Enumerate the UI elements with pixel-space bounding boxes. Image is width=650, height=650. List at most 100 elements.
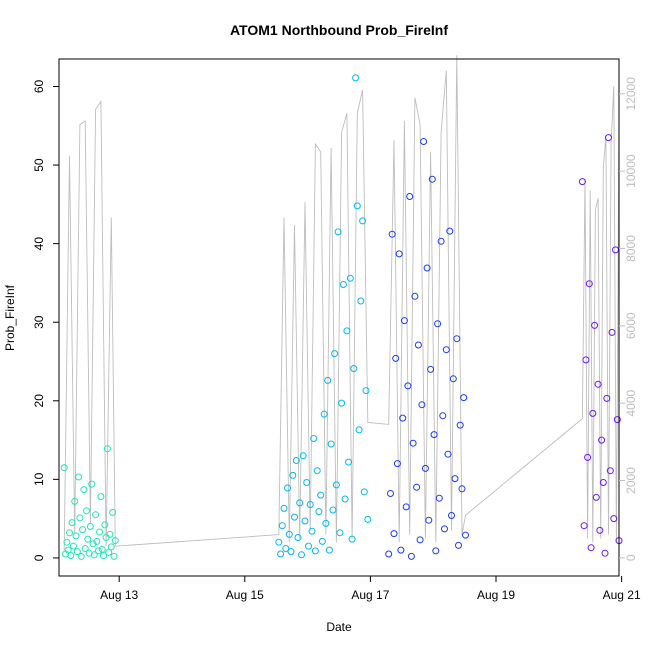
- scatter-point: [427, 365, 435, 373]
- scatter-point: [400, 317, 408, 325]
- scatter-point: [84, 535, 92, 543]
- scatter-point: [324, 376, 332, 384]
- scatter-point: [402, 503, 410, 511]
- scatter-point: [606, 467, 614, 475]
- scatter-point: [69, 542, 77, 550]
- scatter-point: [109, 508, 117, 516]
- scatter-point: [68, 519, 76, 527]
- y-right-tick-label: 8000: [624, 235, 638, 262]
- scatter-point: [449, 375, 457, 383]
- y-right-tick-label: 2000: [624, 467, 638, 494]
- scatter-point: [103, 445, 111, 453]
- scatter-point: [390, 530, 398, 538]
- scatter-point: [98, 545, 106, 553]
- scatter-point: [446, 227, 454, 235]
- scatter-point: [418, 401, 426, 409]
- scatter-point: [439, 412, 447, 420]
- scatter-point: [111, 537, 119, 545]
- scatter-point: [79, 526, 87, 534]
- scatter-point: [93, 537, 101, 545]
- x-tick-label: Aug 13: [100, 588, 138, 602]
- scatter-point: [291, 513, 298, 521]
- scatter-point: [352, 74, 360, 82]
- scatter-point: [92, 511, 100, 519]
- scatter-point: [442, 346, 450, 354]
- scatter-point: [345, 458, 353, 466]
- y-left-tick-label: 50: [32, 158, 46, 172]
- plot-area: [60, 55, 623, 560]
- scatter-point: [407, 552, 415, 560]
- scatter-point: [63, 538, 71, 546]
- y-left-tick-label: 20: [32, 394, 46, 408]
- scatter-point: [320, 410, 328, 418]
- scatter-point: [393, 460, 401, 468]
- scatter-point: [462, 531, 469, 539]
- scatter-point: [413, 483, 421, 491]
- scatter-point: [325, 546, 333, 554]
- scatter-point: [435, 494, 443, 502]
- scatter-point: [66, 529, 73, 537]
- x-axis-label: Date: [326, 620, 352, 634]
- scatter-point: [432, 547, 440, 555]
- scatter-point: [578, 178, 586, 186]
- scatter-point: [414, 341, 422, 349]
- scatter-point: [362, 387, 370, 395]
- scatter-point: [395, 250, 403, 258]
- scatter-point: [322, 519, 330, 527]
- scatter-point: [317, 491, 325, 499]
- scatter-point: [397, 546, 405, 554]
- scatter-point: [303, 479, 311, 486]
- y-right-tick-label: 4000: [624, 389, 638, 416]
- scatter-point: [107, 543, 115, 551]
- scatter-point: [348, 535, 356, 543]
- x-tick-label: Aug 15: [226, 588, 264, 602]
- x-axis: Aug 13 Aug 15 Aug 17 Aug 19 Aug 21: [100, 576, 641, 602]
- scatter-point: [60, 464, 68, 472]
- scatter-point: [603, 394, 611, 402]
- scatter-point: [101, 521, 109, 529]
- plot-frame: [58, 58, 620, 577]
- scatter-point: [110, 552, 118, 560]
- scatter-point: [420, 138, 428, 145]
- scatter-point: [364, 515, 372, 523]
- scatter-point: [608, 328, 616, 336]
- series-1: [60, 445, 119, 560]
- scatter-point: [451, 475, 459, 483]
- scatter-point: [411, 292, 419, 300]
- scatter-point: [456, 421, 464, 429]
- scatter-point: [329, 506, 337, 514]
- scatter-point: [294, 534, 302, 541]
- scatter-point: [353, 202, 361, 210]
- scatter-point: [610, 515, 618, 523]
- scatter-point: [605, 134, 612, 142]
- x-tick-label: Aug 21: [603, 588, 641, 602]
- scatter-point: [612, 246, 619, 254]
- y-axis-label: Prob_FireInf: [3, 284, 17, 351]
- y-right-tick-label: 10000: [624, 154, 638, 188]
- scatter-point: [385, 550, 393, 558]
- scatter-point: [94, 547, 102, 555]
- scatter-point: [278, 522, 286, 530]
- scatter-point: [88, 480, 96, 488]
- scatter-point: [277, 550, 285, 558]
- scatter-point: [106, 530, 114, 538]
- scatter-point: [599, 479, 607, 486]
- scatter-point: [105, 548, 113, 556]
- scatter-point: [298, 551, 305, 559]
- scatter-point: [301, 517, 309, 525]
- scatter-point: [399, 414, 407, 422]
- scatter-point: [284, 484, 291, 492]
- scatter-point: [86, 523, 94, 530]
- chart-title: ATOM1 Northbound Prob_FireInf: [230, 22, 448, 38]
- scatter-point: [64, 546, 72, 554]
- scatter-point: [334, 228, 342, 236]
- y-left-tick-label: 0: [32, 554, 46, 561]
- y-axis-right: 0 2000 4000 6000 8000 10000 12000: [619, 77, 638, 561]
- scatter-point: [392, 354, 400, 362]
- scatter-point: [387, 490, 394, 497]
- scatter-point: [404, 382, 412, 390]
- y-right-tick-label: 12000: [624, 77, 638, 111]
- y-left-tick-label: 30: [32, 315, 46, 329]
- series-3: [385, 138, 469, 560]
